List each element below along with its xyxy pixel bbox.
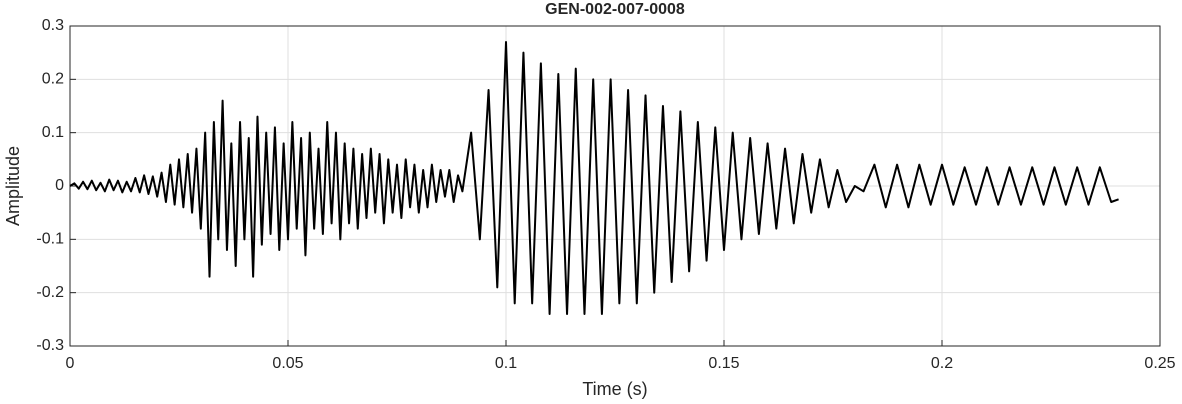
x-tick-label: 0.05: [272, 355, 303, 372]
y-tick-label: -0.2: [36, 284, 64, 301]
y-tick-label: -0.3: [36, 337, 64, 354]
chart-title: GEN-002-007-0008: [545, 1, 685, 18]
x-tick-label: 0.2: [931, 355, 953, 372]
y-tick-label: 0.3: [42, 17, 64, 34]
x-tick-label: 0.15: [708, 355, 739, 372]
y-tick-label: 0.2: [42, 71, 64, 88]
y-axis-label: Amplitude: [3, 146, 23, 226]
y-tick-label: 0.1: [42, 124, 64, 141]
x-tick-label: 0: [66, 355, 75, 372]
y-tick-label: -0.1: [36, 231, 64, 248]
waveform-line: [69, 41, 1119, 315]
y-tick-label: 0: [55, 177, 64, 194]
x-tick-label: 0.1: [495, 355, 517, 372]
x-tick-label: 0.25: [1144, 355, 1175, 372]
x-axis-label: Time (s): [582, 379, 647, 399]
